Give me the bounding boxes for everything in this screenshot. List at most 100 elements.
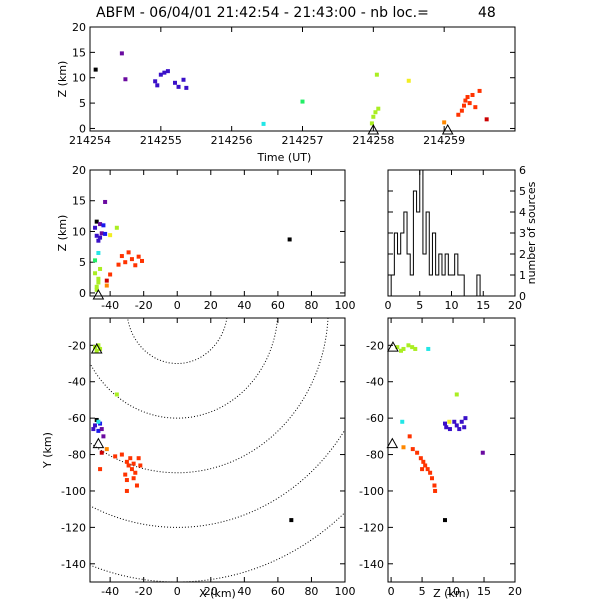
time_height-point xyxy=(176,84,181,89)
x_y-point xyxy=(133,470,138,475)
z_y-xtick-label: 0 xyxy=(388,585,395,598)
z_y-point xyxy=(457,427,462,432)
x_y-xtick-label: 20 xyxy=(204,585,218,598)
time_height-xtick-label: 214256 xyxy=(211,134,253,147)
x_height-point xyxy=(104,283,109,288)
time_height-point xyxy=(477,88,482,93)
histogram-ytick-label: 0 xyxy=(519,290,526,303)
z_y-point xyxy=(428,470,433,475)
time_height-ytick-label: 0 xyxy=(79,122,86,135)
x_y-xtick-label: 0 xyxy=(174,585,181,598)
x_height-xtick-label: 40 xyxy=(237,299,251,312)
time_height-point xyxy=(155,83,160,88)
histogram-ytick-label: 2 xyxy=(519,248,526,261)
x_y-point xyxy=(99,427,104,432)
z_y-point xyxy=(415,450,420,455)
x_height-point xyxy=(104,278,109,283)
x_height-point xyxy=(114,225,119,230)
time_height-point xyxy=(442,120,447,125)
z_y-frame xyxy=(387,317,516,583)
time_height-point xyxy=(181,77,186,82)
time_height-point xyxy=(162,70,167,75)
x_height-xtick-label: 0 xyxy=(174,299,181,312)
time_height-point xyxy=(484,117,489,122)
x_height-ytick-label: 10 xyxy=(72,225,86,238)
time_height-point xyxy=(369,121,374,126)
x_y-point xyxy=(98,346,103,351)
x_height-ytick-label: 0 xyxy=(79,287,86,300)
time_height-point xyxy=(123,77,128,82)
z_y-station-marker xyxy=(386,437,399,449)
x_y-point xyxy=(124,478,129,483)
time_height-ytick-label: 10 xyxy=(72,72,86,85)
z_y-point xyxy=(447,419,452,424)
time_height-point xyxy=(300,99,305,104)
x_height-point xyxy=(101,223,106,228)
time_height-point xyxy=(119,51,124,56)
z_y-point xyxy=(401,445,406,450)
x_height-ytick-label: 5 xyxy=(79,256,86,269)
histogram-xtick-label: 20 xyxy=(508,299,522,312)
histogram-ytick-label: 5 xyxy=(519,185,526,198)
z_y-point xyxy=(429,476,434,481)
histogram-xtick-label: 15 xyxy=(476,299,490,312)
time_height-frame xyxy=(89,26,516,132)
z_y-ytick-label: -120 xyxy=(359,521,384,534)
x_height-xtick-label: -20 xyxy=(135,299,153,312)
time_height-point xyxy=(406,78,411,83)
x_height-point xyxy=(136,254,141,259)
z_y-station-marker xyxy=(387,341,399,352)
x_y-point xyxy=(131,476,136,481)
z_y-point xyxy=(406,343,411,348)
time_height-point xyxy=(184,85,189,90)
x_y-point xyxy=(134,483,139,488)
z_y-ytick-label: -40 xyxy=(366,376,384,389)
x_height-xtick-label: 80 xyxy=(304,299,318,312)
time_height-point xyxy=(373,110,378,115)
z_y-xlabel: Z (km) xyxy=(433,587,470,600)
time_height-xlabel: Time (UT) xyxy=(257,151,312,164)
z_y-point xyxy=(459,419,464,424)
z_y-ytick-label: -100 xyxy=(359,485,384,498)
z_y-point xyxy=(425,467,430,472)
x_y-xtick-label: -20 xyxy=(135,585,153,598)
histogram-ytick-label: 3 xyxy=(519,227,526,240)
z_y-point xyxy=(462,425,467,430)
time_height-point xyxy=(463,98,468,103)
x_height-point xyxy=(94,219,99,224)
x_height-point xyxy=(116,262,121,267)
x_y-point xyxy=(96,428,101,433)
time_height-point xyxy=(93,67,98,72)
x_y-point xyxy=(96,419,101,424)
x_y-ytick-label: -20 xyxy=(68,339,86,352)
x_height-point xyxy=(94,233,99,238)
x_y-point xyxy=(114,392,119,397)
x_y-ylabel: Y (km) xyxy=(41,432,54,469)
x_y-point xyxy=(91,427,96,432)
time_height-ytick-label: 15 xyxy=(72,46,86,59)
x_height-point xyxy=(108,272,113,277)
x_y-point xyxy=(98,467,103,472)
time_height-point xyxy=(153,79,158,84)
x_y-ytick-label: -120 xyxy=(61,521,86,534)
z_y-ytick-label: -80 xyxy=(366,449,384,462)
z_y-point xyxy=(413,346,418,351)
x_y-point xyxy=(124,488,129,493)
z_y-ytick-label: -140 xyxy=(359,558,384,571)
x_height-xtick-label: -40 xyxy=(101,299,119,312)
x_height-point xyxy=(96,238,101,243)
x_y-station-marker xyxy=(90,342,103,354)
x_height-point xyxy=(93,225,98,230)
histogram-ytick-label: 1 xyxy=(519,269,526,282)
x_height-point xyxy=(108,233,113,238)
time_height-point xyxy=(374,72,379,77)
time_height-point xyxy=(462,103,466,108)
x_y-point xyxy=(289,518,294,523)
x_height-point xyxy=(103,199,108,204)
time_height-xtick-label: 214259 xyxy=(423,134,465,147)
histogram-ytick-label: 4 xyxy=(519,206,526,219)
nb-loc-value: 48 xyxy=(478,5,496,21)
x_height-point xyxy=(94,287,99,292)
time_height-ytick-label: 20 xyxy=(72,21,86,34)
z_y-point xyxy=(442,421,447,426)
